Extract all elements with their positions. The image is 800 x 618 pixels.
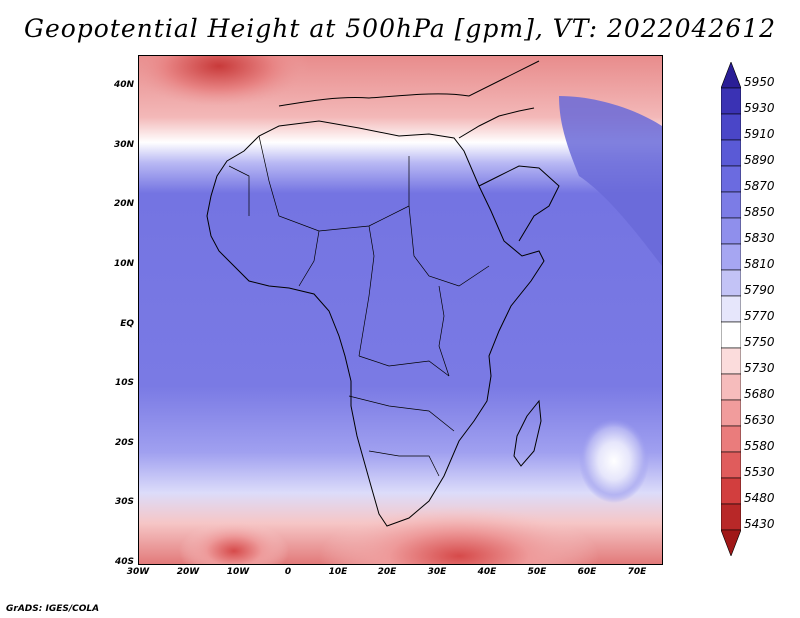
colorbar-cell [721, 113, 741, 141]
lon-label-40e: 40E [477, 567, 497, 577]
colorbar-label-5810: 5810 [744, 257, 775, 271]
colorbar-cell [721, 399, 741, 427]
lat-label-20n: 20N [113, 199, 134, 209]
country-borders [228, 135, 490, 477]
colorbar-label-5870: 5870 [744, 179, 775, 193]
colorbar-cell [721, 347, 741, 375]
lon-label-20w: 20W [176, 567, 200, 577]
colorbar-label-5790: 5790 [744, 283, 775, 297]
north-low [139, 56, 309, 106]
colorbar-cell [721, 321, 741, 349]
colorbar-label-5680: 5680 [744, 387, 775, 401]
geopotential-map [139, 56, 662, 564]
lat-label-eq: EQ [120, 319, 134, 329]
lat-label-30s: 30S [114, 497, 134, 507]
colorbar-cell [721, 425, 741, 453]
colorbar-label-5910: 5910 [744, 127, 775, 141]
colorbar-cell [721, 503, 741, 531]
lat-label-30n: 30N [113, 140, 134, 150]
south-low-east [319, 506, 599, 564]
colorbar-label-5850: 5850 [744, 205, 775, 219]
coastlines [206, 60, 560, 527]
colorbar-cell [721, 243, 741, 271]
colorbar-label-5930: 5930 [744, 101, 775, 115]
lat-label-40s: 40S [114, 557, 134, 567]
lat-label-10s: 10S [114, 378, 134, 388]
colorbar-cell [721, 373, 741, 401]
colorbar-cell [721, 295, 741, 323]
colorbar-label-5530: 5530 [744, 465, 775, 479]
colorbar-cell [721, 191, 741, 219]
lon-label-30e: 30E [427, 567, 447, 577]
colorbar-label-5950: 5950 [744, 75, 775, 89]
lon-label-0: 0 [284, 567, 292, 577]
indian-ocean-high [579, 419, 649, 503]
lon-label-60e: 60E [577, 567, 597, 577]
colorbar-cell [721, 217, 741, 245]
colorbar-cell [721, 451, 741, 479]
colorbar-cell [721, 477, 741, 505]
lat-label-10n: 10N [113, 259, 134, 269]
colorbar-label-5630: 5630 [744, 413, 775, 427]
colorbar-cell [721, 529, 741, 556]
colorbar-cell [721, 62, 741, 89]
colorbar-label-5480: 5480 [744, 491, 775, 505]
colorbar-label-5890: 5890 [744, 153, 775, 167]
colorbar-cell [721, 165, 741, 193]
lon-label-50e: 50E [527, 567, 547, 577]
map-title: Geopotential Height at 500hPa [gpm], VT:… [23, 14, 777, 43]
colorbar-label-5730: 5730 [744, 361, 775, 375]
colorbar [721, 62, 741, 556]
lon-label-30w: 30W [126, 567, 150, 577]
south-low-west [179, 521, 289, 564]
arabian-sea-trough [559, 96, 662, 266]
lon-label-10e: 10E [328, 567, 348, 577]
colorbar-label-5580: 5580 [744, 439, 775, 453]
grads-credit: GrADS: IGES/COLA [6, 604, 100, 614]
colorbar-label-5750: 5750 [744, 335, 775, 349]
colorbar-cell [721, 87, 741, 115]
lon-label-20e: 20E [377, 567, 397, 577]
lon-label-70e: 70E [627, 567, 647, 577]
map-plot-area [138, 55, 663, 565]
lat-label-20s: 20S [114, 438, 134, 448]
colorbar-cell [721, 139, 741, 167]
colorbar-label-5430: 5430 [744, 517, 775, 531]
colorbar-cell [721, 269, 741, 297]
lat-label-40n: 40N [113, 80, 134, 90]
colorbar-label-5830: 5830 [744, 231, 775, 245]
colorbar-cells [721, 62, 741, 556]
lon-label-10w: 10W [226, 567, 250, 577]
colorbar-label-5770: 5770 [744, 309, 775, 323]
